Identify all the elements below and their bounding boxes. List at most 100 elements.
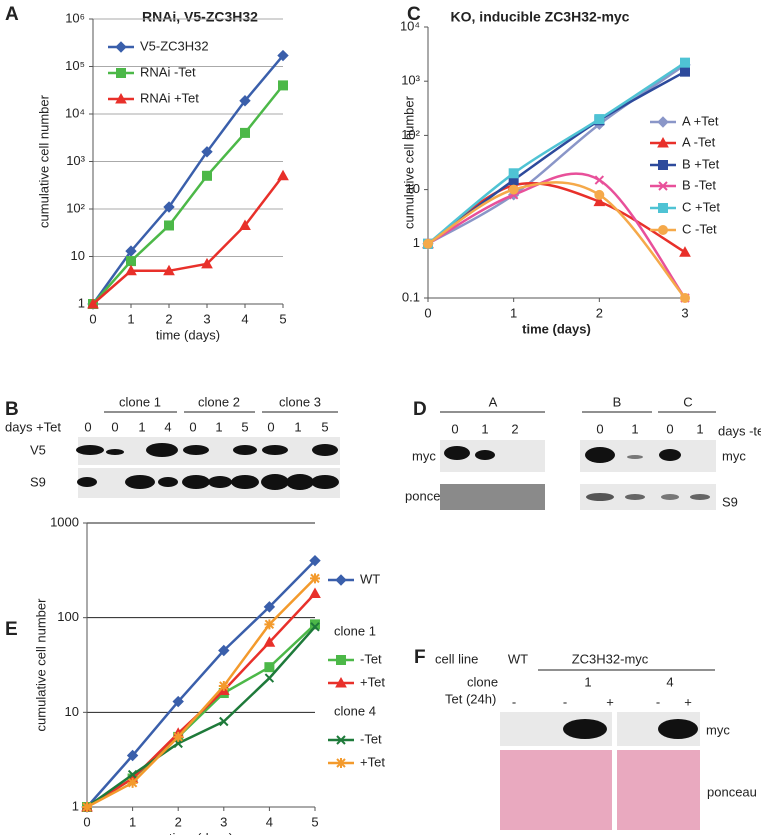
lane-label: - [656,694,660,709]
marker [278,80,288,91]
series-line [86,577,316,809]
marker [423,238,433,249]
lane-label: 0 [451,421,458,436]
group-label: ZC3H32-myc [572,651,649,666]
marker [335,574,347,586]
group-label: clone 2 [198,394,240,409]
lane-label: 1 [481,421,488,436]
blot-image [76,437,340,498]
marker [657,136,669,148]
chart-title: KO, inducible ZC3H32-myc [451,9,630,25]
x-tick-label: 3 [203,311,210,326]
lane-label: 5 [321,419,328,434]
marker [115,41,127,53]
x-tick-label: 3 [220,814,227,829]
panel-letter: A [5,4,19,25]
series-line [92,175,284,305]
panel-letter: F [414,647,426,668]
marker [336,655,346,665]
marker [126,749,139,762]
x-tick-label: 2 [165,311,172,326]
marker [218,644,230,657]
lane-label: - [512,694,516,709]
marker [172,695,184,708]
blot-label: clone [467,674,498,689]
marker [201,146,213,158]
x-tick-label: 1 [129,814,136,829]
legend-label: V5-ZC3H32 [140,38,209,53]
y-tick-label: 10³ [401,73,420,88]
marker [335,676,347,688]
series-line [86,623,316,809]
x-tick-label: 1 [510,305,517,320]
marker [115,92,127,104]
panel-letter: E [5,619,18,640]
x-tick-label: 5 [311,814,318,829]
marker [263,636,276,647]
y-axis-label: cumulative cell number [36,94,51,228]
row-label: ponceau [707,784,757,799]
row-label: myc [412,448,436,463]
legend-label: A +Tet [682,113,719,128]
x-tick-label: 3 [681,305,688,320]
series-line [91,54,284,305]
blot-label: days +Tet [5,419,61,434]
marker [594,175,605,185]
legend-label: +Tet [360,754,385,769]
marker [202,170,212,181]
y-tick-label: 100 [57,609,79,624]
row-label: S9 [722,494,738,509]
y-tick-label: 10⁴ [65,105,85,120]
marker [309,587,321,599]
panel-letter: D [413,399,427,420]
marker [125,245,137,257]
marker [163,264,175,276]
marker [163,201,175,213]
y-tick-label: 0.1 [402,289,420,304]
legend-heading: clone 4 [334,703,376,718]
marker [657,116,669,128]
marker [680,293,690,303]
marker [240,127,250,138]
y-tick-label: 1 [78,295,85,310]
x-tick-label: 2 [175,814,182,829]
marker [508,168,519,179]
lane-label: 5 [241,419,248,434]
chart: E1101001000012345time (days)cumulative c… [5,514,385,835]
lane-label: 1 [631,421,638,436]
marker [164,220,174,231]
lane-label: + [606,694,614,709]
y-axis-label: cumulative cell number [401,95,416,229]
lane-label: 1 [294,419,301,434]
legend-label: -Tet [360,651,382,666]
marker [219,716,229,727]
y-tick-label: 10 [65,704,79,719]
x-tick-label: 5 [279,311,286,326]
chart: C KO, inducible ZC3H32-myc0.111010²10³10⁴… [400,4,720,336]
marker [173,731,184,742]
legend-label: RNAi +Tet [140,90,199,105]
x-tick-label: 0 [83,814,90,829]
group-label: C [683,394,692,409]
marker [239,95,251,107]
marker [263,601,276,613]
series-line [92,84,284,305]
y-tick-label: 10² [66,200,85,215]
row-label: S9 [30,474,46,489]
marker [658,160,668,170]
y-tick-label: 1 [413,235,420,250]
marker [125,264,137,276]
marker [277,49,289,62]
y-tick-label: 10³ [66,153,85,168]
series-line [427,61,686,245]
legend-label: A -Tet [682,134,716,149]
group-label: A [489,394,498,409]
x-tick-label: 4 [241,311,248,326]
panel-letter: C [407,4,421,25]
marker [658,203,668,213]
x-tick-label: 0 [424,305,431,320]
lane-label: 1 [138,419,145,434]
series-line [86,592,316,809]
panel-letter: B [5,399,19,420]
lane-label: 0 [84,419,91,434]
